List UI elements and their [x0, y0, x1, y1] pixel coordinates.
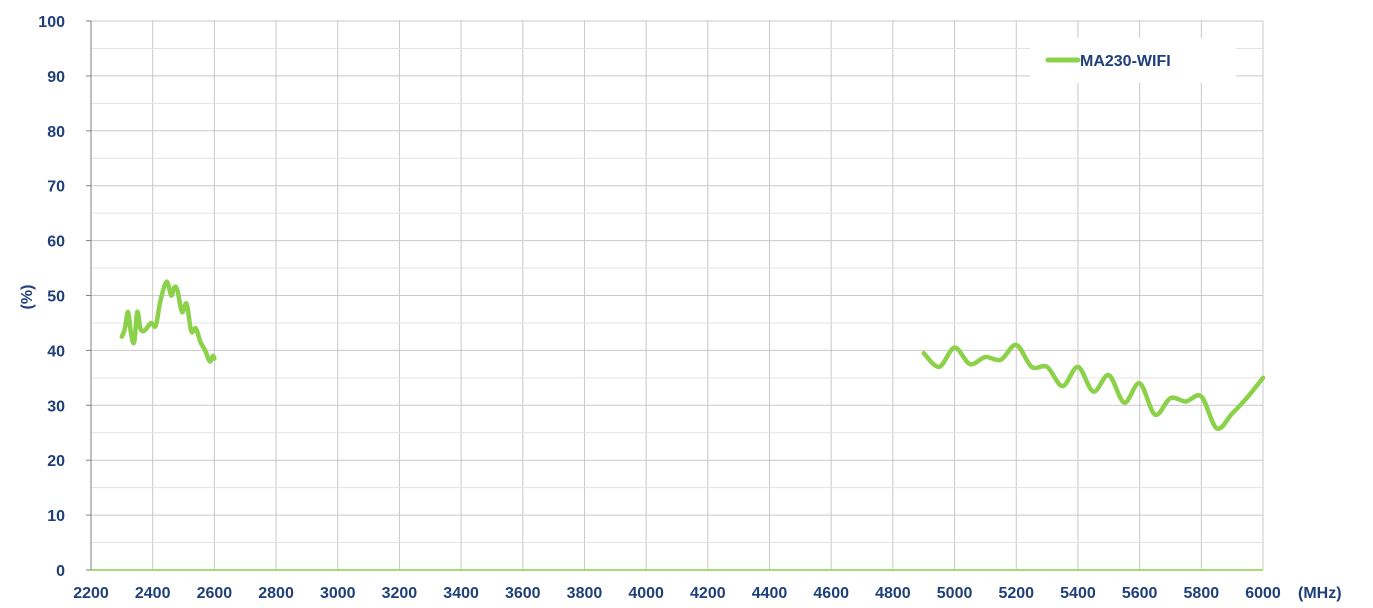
x-tick-label: 2800	[258, 585, 294, 602]
x-tick-label: 4000	[628, 585, 664, 602]
x-tick-label: 4200	[690, 585, 726, 602]
series-line-segment-2	[921, 342, 1266, 431]
x-tick-label: 2200	[73, 585, 109, 602]
y-tick-label: 60	[47, 234, 65, 251]
y-tick-label: 50	[47, 289, 65, 306]
x-tick-label: 3200	[382, 585, 418, 602]
x-tick-label: 2600	[197, 585, 233, 602]
y-tick-label: 0	[56, 563, 65, 580]
x-tick-label: 5400	[1060, 585, 1096, 602]
y-tick-label: 90	[47, 69, 65, 86]
y-tick-label: 20	[47, 453, 65, 470]
x-tick-label: 4600	[813, 585, 849, 602]
y-tick-label: 40	[47, 343, 65, 360]
x-tick-label: 3400	[443, 585, 479, 602]
x-tick-label: 4800	[875, 585, 911, 602]
x-tick-label: 4400	[752, 585, 788, 602]
grid-lines	[91, 20, 1264, 570]
y-tick-label: 30	[47, 398, 65, 415]
series-layer	[119, 279, 1266, 431]
axes	[86, 20, 1263, 571]
x-tick-label: 5200	[998, 585, 1034, 602]
series-line-segment-1	[119, 279, 217, 364]
x-axis-unit: (MHz)	[1298, 585, 1342, 602]
x-tick-label: 3800	[567, 585, 603, 602]
x-tick-label: 5600	[1122, 585, 1158, 602]
y-axis-title: (%)	[19, 285, 36, 310]
y-tick-label: 80	[47, 124, 65, 141]
y-tick-label: 70	[47, 179, 65, 196]
y-tick-label: 100	[38, 14, 65, 31]
legend-label: MA230-WIFI	[1080, 53, 1171, 70]
tick-labels: 0 10 20 30 40 50 60 70 80 90 100 2200 2400 2600 2800 30…	[38, 14, 1281, 602]
x-tick-label: 3000	[320, 585, 356, 602]
legend: MA230-WIFI	[1030, 38, 1236, 83]
x-tick-label: 2400	[135, 585, 171, 602]
y-tick-label: 10	[47, 508, 65, 525]
x-tick-label: 5800	[1184, 585, 1220, 602]
x-tick-label: 5000	[937, 585, 973, 602]
x-tick-label: 6000	[1245, 585, 1281, 602]
x-tick-label: 3600	[505, 585, 541, 602]
